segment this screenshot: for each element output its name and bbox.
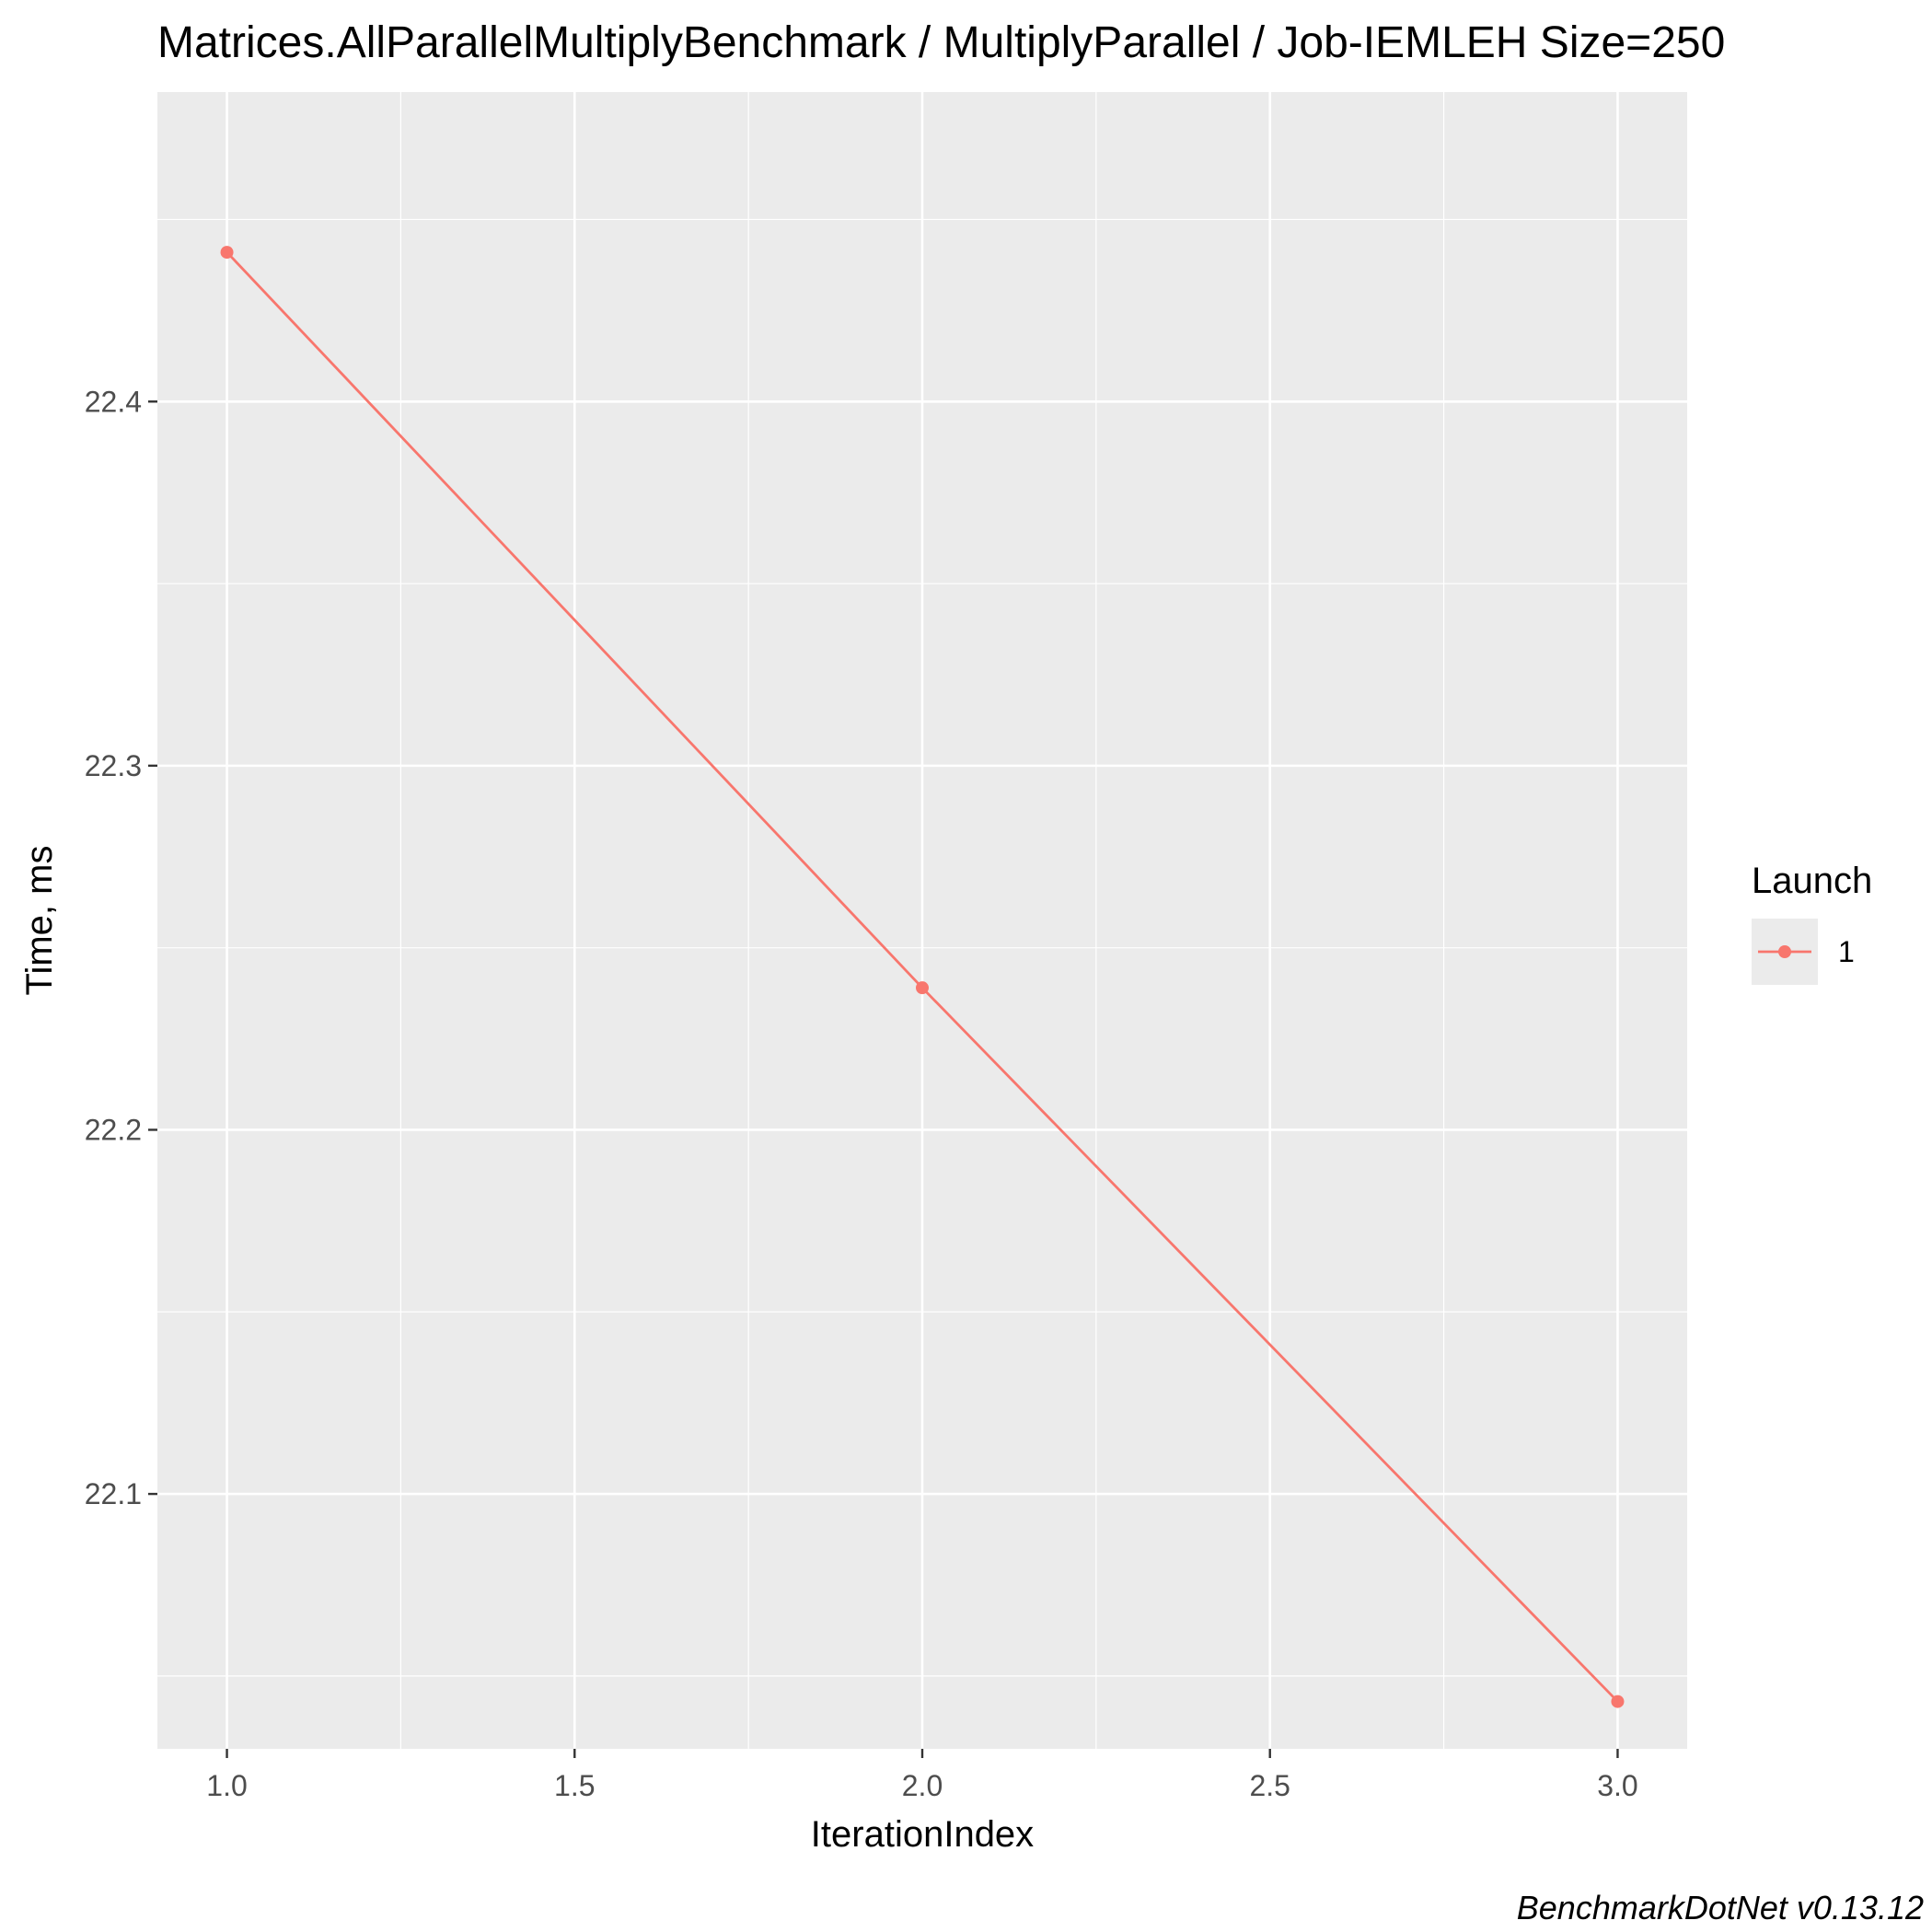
x-tick-label: 2.0 [902,1769,943,1802]
y-tick-label: 22.1 [85,1477,142,1510]
data-point [220,246,234,260]
legend-label: 1 [1838,935,1855,968]
x-tick-label: 1.0 [206,1769,247,1802]
legend-title: Launch [1752,861,1872,901]
data-point [916,981,929,995]
x-axis-title: IterationIndex [811,1814,1034,1855]
grid-major [157,92,1687,1749]
x-tick-label: 3.0 [1597,1769,1637,1802]
y-tick-label: 22.3 [85,749,142,782]
y-axis-title: Time, ms [19,846,60,996]
axis-ticks [148,400,1619,1758]
y-tick-labels: 22.1 22.2 22.3 22.4 [85,385,142,1510]
series-layer [220,246,1625,1708]
y-tick-label: 22.2 [85,1113,142,1146]
legend-items: 1 [1752,919,1855,985]
x-tick-label: 2.5 [1249,1769,1290,1802]
y-tick-label: 22.4 [85,385,142,418]
legend: Launch 1 [1752,861,1872,985]
x-tick-label: 1.5 [554,1769,595,1802]
data-point [1611,1695,1625,1708]
x-tick-labels: 1.0 1.5 2.0 2.5 3.0 [206,1769,1637,1802]
legend-key-point [1778,945,1791,958]
chart-title: Matrices.AllParallelMultiplyBenchmark / … [157,18,1725,67]
caption: BenchmarkDotNet v0.13.12 [1517,1889,1924,1926]
